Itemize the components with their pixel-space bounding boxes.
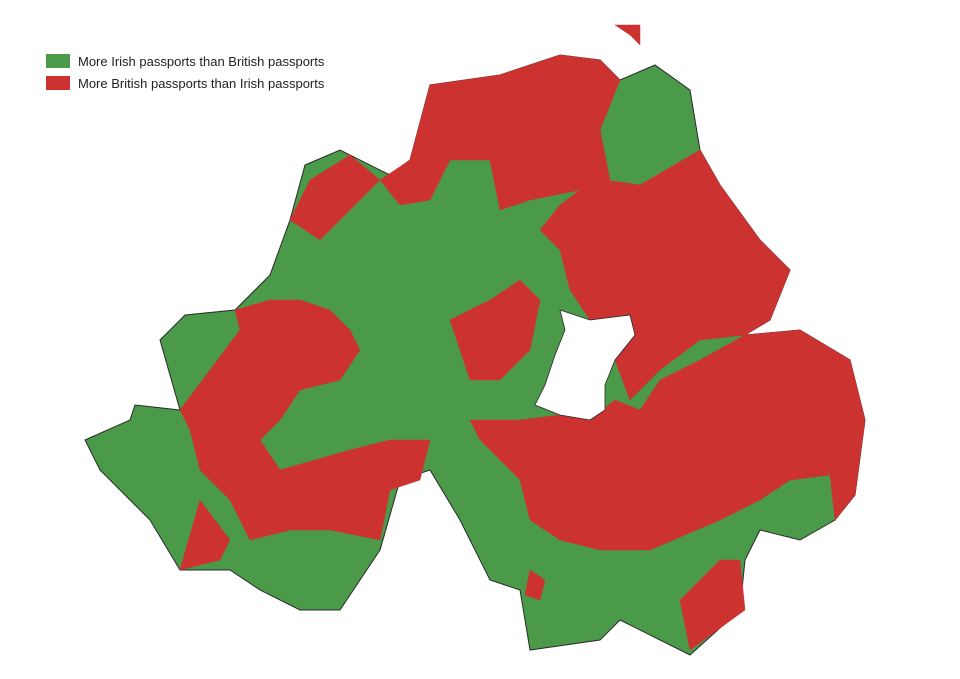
region-west-british-majority (179, 299, 431, 541)
region-antrim-british-majority (539, 129, 791, 401)
region-southeast-british-majority (679, 559, 746, 651)
lough-neagh (534, 309, 636, 421)
island-rathlin (614, 24, 641, 46)
legend-label: More Irish passports than British passpo… (78, 53, 325, 69)
legend-swatch-green (46, 54, 70, 68)
legend-item-british: More British passports than Irish passpo… (46, 72, 324, 94)
region-southwest-british-majority (179, 499, 231, 571)
legend: More Irish passports than British passpo… (46, 50, 324, 94)
region-northwest-british-majority (289, 154, 381, 241)
legend-label: More British passports than Irish passpo… (78, 75, 325, 91)
legend-item-irish: More Irish passports than British passpo… (46, 50, 324, 72)
region-mid-british-majority (449, 279, 541, 381)
legend-swatch-red (46, 76, 70, 90)
region-south-british-majority (524, 569, 546, 601)
